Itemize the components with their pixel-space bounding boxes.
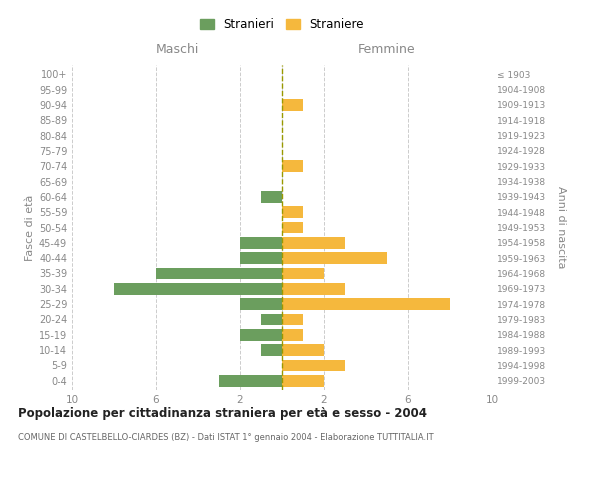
Y-axis label: Anni di nascita: Anni di nascita	[556, 186, 566, 269]
Bar	[282, 222, 303, 233]
Bar	[282, 268, 324, 279]
Bar	[282, 237, 345, 248]
Text: Popolazione per cittadinanza straniera per età e sesso - 2004: Popolazione per cittadinanza straniera p…	[18, 408, 427, 420]
Bar	[240, 237, 282, 248]
Bar	[282, 375, 324, 386]
Legend: Stranieri, Straniere: Stranieri, Straniere	[195, 14, 369, 36]
Bar	[261, 314, 282, 325]
Bar	[282, 160, 303, 172]
Bar	[282, 360, 345, 371]
Bar	[261, 344, 282, 356]
Bar	[282, 314, 303, 325]
Bar	[282, 283, 345, 294]
Bar	[240, 298, 282, 310]
Bar	[219, 375, 282, 386]
Bar	[114, 283, 282, 294]
Bar	[282, 329, 303, 340]
Text: Maschi: Maschi	[155, 43, 199, 56]
Bar	[282, 99, 303, 110]
Bar	[282, 206, 303, 218]
Bar	[282, 298, 450, 310]
Y-axis label: Fasce di età: Fasce di età	[25, 194, 35, 260]
Bar	[282, 344, 324, 356]
Text: Femmine: Femmine	[358, 43, 416, 56]
Bar	[261, 191, 282, 202]
Bar	[240, 252, 282, 264]
Text: COMUNE DI CASTELBELLO-CIARDES (BZ) - Dati ISTAT 1° gennaio 2004 - Elaborazione T: COMUNE DI CASTELBELLO-CIARDES (BZ) - Dat…	[18, 432, 434, 442]
Bar	[282, 252, 387, 264]
Bar	[156, 268, 282, 279]
Bar	[240, 329, 282, 340]
